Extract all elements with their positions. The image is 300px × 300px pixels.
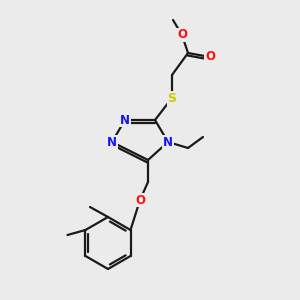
Text: O: O — [135, 194, 145, 206]
Text: S: S — [167, 92, 176, 104]
Text: O: O — [205, 50, 215, 64]
Text: N: N — [120, 113, 130, 127]
Text: O: O — [177, 28, 187, 41]
Text: N: N — [107, 136, 117, 148]
Text: N: N — [163, 136, 173, 148]
